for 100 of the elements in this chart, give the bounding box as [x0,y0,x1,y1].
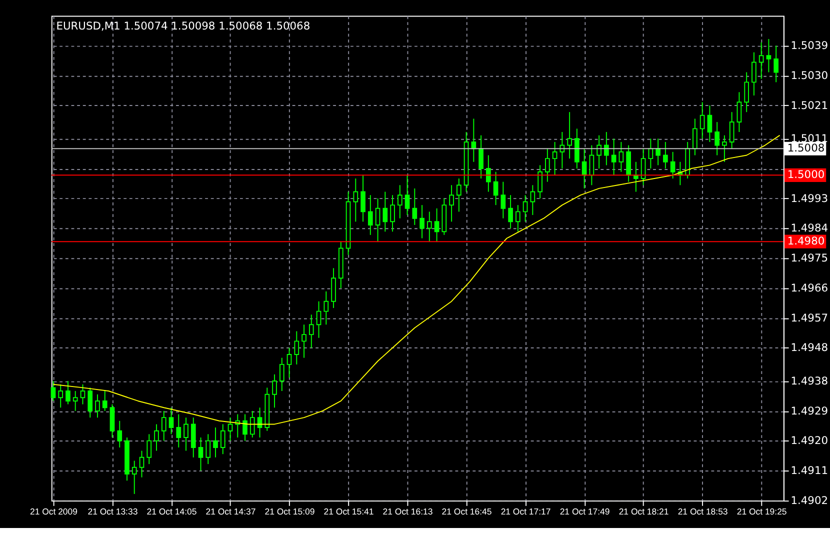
candlestick [500,181,506,219]
candlestick [758,42,764,80]
candlestick [294,330,300,365]
candlestick [530,184,536,216]
x-tick-label: 21 Oct 2009 [30,506,78,517]
candlestick [626,144,631,182]
candlestick [50,380,56,402]
x-tick-label: 21 Oct 17:49 [560,506,610,517]
y-tick-label: 1.4920 [790,434,828,448]
y-tick-label: 1.4938 [790,374,828,388]
candlestick [420,204,424,239]
y-tick-label: 1.4993 [790,192,828,205]
candlestick [538,164,542,199]
y-tick-label: 1.4975 [790,252,828,265]
candlestick [478,134,484,179]
y-tick-label: 1.4984 [790,222,828,235]
candlestick [752,52,756,96]
candlestick [522,194,528,222]
ref-line-label: 1.4980 [787,234,825,248]
candlestick [316,300,322,338]
candlestick [700,102,705,140]
y-tick-label: 1.5021 [790,98,828,112]
candlestick [58,384,64,408]
x-tick-label: 21 Oct 19:25 [736,506,787,517]
candlestick [596,134,602,170]
candlestick [302,324,306,358]
candlestick [640,148,646,186]
candlestick [545,148,550,182]
candlestick [161,410,166,442]
ref-line-label: 1.5008 [787,142,825,155]
candlestick [368,194,373,236]
candlestick [766,38,772,73]
candlestick [139,450,144,478]
candlestick [692,118,698,156]
candlestick [146,434,152,465]
x-tick-label: 21 Oct 15:41 [324,506,374,517]
candlestick [88,387,93,418]
x-tick-label: 21 Oct 18:21 [618,506,669,517]
y-tick-label: 1.4966 [790,281,828,294]
y-tick-label: 1.4911 [790,464,828,478]
x-tick-label: 21 Oct 14:37 [206,506,256,517]
candlestick [190,417,196,458]
candlestick [66,380,70,405]
candlestick [663,141,668,170]
candlestick [604,132,609,166]
candlestick [618,141,624,172]
y-tick-label: 1.4902 [790,494,828,507]
candlestick [228,417,233,442]
candlestick [493,171,498,206]
candlestick [80,384,86,405]
x-tick-label: 21 Oct 14:05 [146,506,197,517]
candlestick [168,407,174,435]
x-tick-label: 21 Oct 17:17 [500,506,551,517]
candlestick [382,191,388,232]
candlestick [456,178,462,212]
candlestick [95,394,100,418]
candlestick [308,314,314,348]
candlestick [471,118,476,162]
candlestick [220,424,226,455]
x-tick-label: 21 Oct 18:53 [678,506,728,517]
candlestick [714,122,720,156]
x-tick-label: 21 Oct 13:33 [88,506,138,517]
candlestick [412,188,418,226]
candlestick [132,460,137,494]
candlestick [250,410,255,438]
candlestick [102,390,108,412]
candlestick [611,138,616,176]
candlestick [198,437,204,472]
candlestick [434,208,440,242]
candlestick [567,112,572,160]
candlestick [360,174,366,222]
candlestick [449,184,454,222]
candlestick [279,357,284,392]
candlestick [722,134,727,162]
y-tick-label: 1.4929 [790,404,828,418]
candlestick [375,198,380,242]
candlestick [397,184,402,219]
ref-line-label: 1.5000 [787,168,825,182]
candlestick [552,141,558,176]
candlestick [272,374,277,408]
x-tick-label: 21 Oct 16:45 [442,506,492,517]
candlestick [286,347,292,378]
candlestick [656,138,660,166]
candlestick [774,45,779,83]
candlestick [353,178,358,222]
candlestick [744,72,749,113]
candlestick [729,112,734,150]
candlestick [404,174,410,216]
candlestick [331,268,336,308]
candlestick [242,414,248,442]
y-tick-label: 1.5039 [790,39,828,52]
y-tick-label: 1.4957 [790,311,828,324]
candlestick [176,414,182,448]
candlestick [516,204,520,232]
candlestick [206,434,211,465]
candlestick [110,404,115,438]
candlestick [707,104,712,142]
candlestick [390,194,395,232]
candlestick [426,211,432,242]
candlestick [154,424,159,452]
